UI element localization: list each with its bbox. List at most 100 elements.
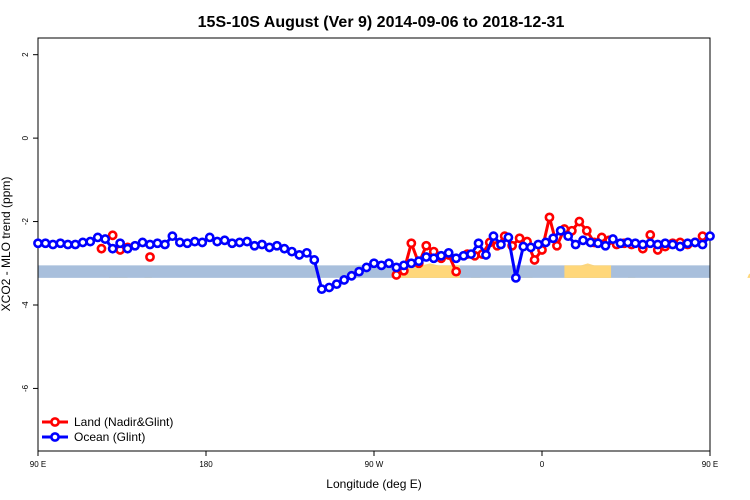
data-point — [33, 238, 43, 249]
data-point — [529, 255, 540, 265]
data-point — [242, 236, 252, 247]
data-point — [122, 243, 133, 254]
data-point — [212, 236, 223, 247]
data-point — [574, 216, 585, 227]
data-point — [533, 239, 544, 250]
data-point — [488, 231, 499, 242]
data-point — [481, 250, 491, 260]
chart-title: 15S-10S August (Ver 9) 2014-09-06 to 201… — [198, 14, 565, 31]
data-point — [189, 236, 200, 247]
data-point — [309, 255, 320, 265]
data-point — [55, 238, 66, 249]
data-point — [174, 237, 185, 248]
data-point — [145, 252, 155, 262]
y-axis: 2 0 -2 -4 -6 — [21, 52, 38, 392]
data-point — [630, 238, 641, 249]
data-point — [100, 234, 111, 244]
y-axis-label: XCO2 - MLO trend (ppm) — [0, 177, 13, 312]
data-point — [62, 239, 73, 250]
land-mask-segment — [747, 273, 750, 278]
y-tick-label: -4 — [21, 301, 30, 309]
series-layer — [33, 212, 715, 295]
data-point — [391, 270, 402, 280]
data-point — [354, 266, 364, 277]
data-point — [473, 238, 484, 249]
data-point — [219, 235, 230, 246]
data-point — [690, 237, 700, 248]
data-point — [622, 237, 633, 248]
data-point — [496, 239, 506, 250]
data-point — [682, 238, 693, 249]
data-point — [369, 258, 379, 269]
data-point — [324, 282, 335, 293]
data-point — [361, 262, 372, 273]
data-point — [137, 237, 148, 248]
legend-marker — [50, 417, 60, 427]
data-point — [458, 250, 469, 261]
data-point — [540, 237, 551, 248]
data-point — [697, 231, 708, 242]
x-tick-label: 0 — [540, 460, 545, 469]
land-mask-fill — [564, 265, 612, 278]
data-point — [145, 239, 155, 250]
land-mask-fill — [400, 265, 460, 278]
data-point — [615, 238, 626, 249]
data-point — [548, 233, 559, 244]
data-point — [413, 256, 424, 267]
data-point — [518, 241, 529, 252]
data-point — [257, 239, 267, 250]
data-point — [451, 266, 462, 277]
y-tick-label: -6 — [21, 384, 30, 392]
y-tick-label: 2 — [21, 52, 30, 57]
data-point — [514, 233, 525, 244]
data-point — [600, 240, 611, 251]
x-axis-label: Longitude (deg E) — [326, 477, 421, 491]
data-point — [227, 238, 238, 249]
data-point — [705, 231, 715, 242]
data-point — [667, 239, 678, 250]
data-point — [525, 242, 536, 253]
x-tick-label: 90 W — [365, 460, 384, 469]
data-point — [555, 225, 566, 236]
data-point — [510, 272, 521, 283]
data-point — [107, 230, 118, 241]
data-point — [503, 232, 514, 243]
series-ocean — [33, 225, 715, 295]
data-point — [249, 240, 260, 251]
data-point — [697, 239, 708, 250]
x-tick-label: 90 E — [30, 460, 46, 469]
data-point — [286, 246, 297, 257]
data-point — [197, 237, 208, 248]
data-point — [391, 262, 402, 273]
y-tick-label: 0 — [21, 135, 30, 140]
data-point — [406, 238, 417, 249]
data-point — [182, 238, 193, 249]
data-point — [443, 247, 454, 258]
data-point — [421, 252, 432, 262]
data-point — [451, 253, 462, 264]
data-point — [552, 240, 562, 251]
data-point — [544, 212, 555, 223]
x-axis: 90 E 180 90 W 0 90 E — [30, 451, 718, 469]
data-point — [40, 238, 51, 249]
data-point — [608, 234, 618, 244]
data-point — [48, 239, 58, 250]
data-point — [85, 236, 96, 247]
data-point — [376, 260, 387, 271]
data-point — [384, 258, 394, 269]
legend-marker — [50, 432, 60, 442]
data-point — [77, 237, 88, 248]
data-point — [570, 239, 581, 250]
data-point — [581, 225, 592, 236]
x-tick-label: 90 E — [702, 460, 718, 469]
data-point — [92, 232, 103, 243]
data-point — [675, 241, 686, 252]
data-point — [421, 240, 432, 251]
legend: Land (Nadir&Glint)Ocean (Glint) — [42, 415, 173, 444]
data-point — [167, 231, 178, 242]
data-point — [652, 239, 663, 250]
data-point — [234, 237, 245, 248]
data-point — [331, 279, 342, 290]
data-point — [645, 238, 656, 249]
